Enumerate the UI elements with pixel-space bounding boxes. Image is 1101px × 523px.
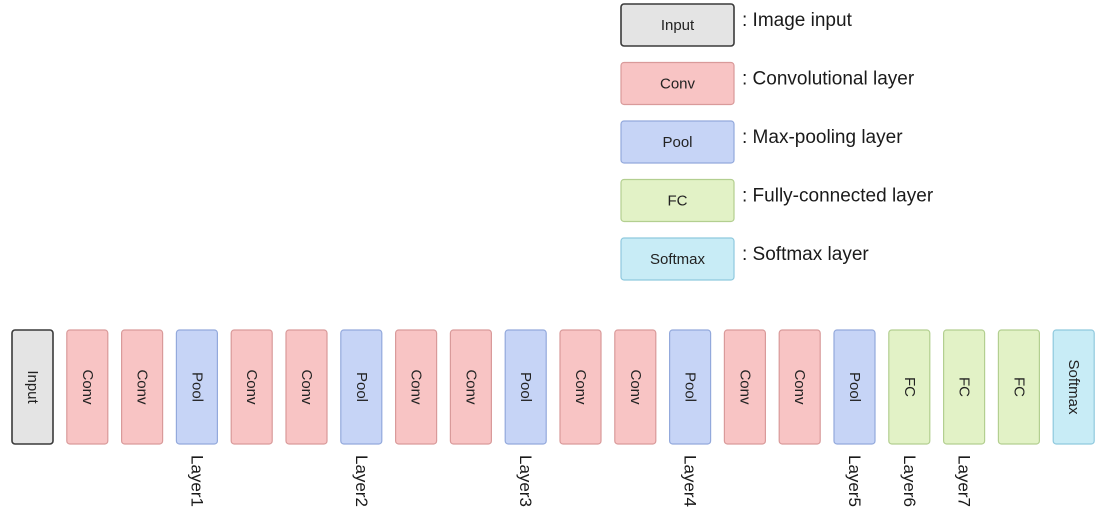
block-pool: Pool Layer5 bbox=[833, 329, 876, 507]
layer-label: Layer4 bbox=[681, 455, 700, 507]
block-label: Conv bbox=[134, 369, 151, 405]
block-conv: Conv bbox=[614, 329, 657, 445]
block-label: Input bbox=[24, 370, 41, 404]
block-label: FC bbox=[956, 377, 973, 397]
layer-label: Layer1 bbox=[187, 455, 206, 507]
block-label: Conv bbox=[408, 369, 425, 405]
legend: Input : Image input Conv : Convolutional la… bbox=[620, 3, 934, 281]
layer-label: Layer6 bbox=[900, 455, 919, 507]
legend-swatch-pool bbox=[620, 120, 735, 164]
legend-swatch-input bbox=[620, 3, 735, 47]
legend-swatch-label: Softmax bbox=[650, 251, 706, 268]
legend-item-pool: Pool : Max-pooling layer bbox=[620, 120, 903, 164]
block-label: Conv bbox=[298, 369, 315, 405]
block-label: Pool bbox=[682, 372, 699, 402]
block-conv-box bbox=[285, 329, 328, 445]
block-label: Conv bbox=[462, 369, 479, 405]
legend-item-fc: FC : Fully-connected layer bbox=[620, 178, 934, 223]
legend-swatch-fc bbox=[620, 178, 735, 223]
block-pool-box bbox=[504, 329, 547, 445]
block-softmax: Softmax bbox=[1052, 329, 1095, 445]
block-conv: Conv bbox=[285, 329, 328, 445]
block-conv: Conv bbox=[559, 329, 602, 445]
legend-swatch-label: Input bbox=[661, 17, 695, 34]
block-pool: Pool Layer3 bbox=[504, 329, 547, 507]
block-label: Softmax bbox=[1065, 359, 1082, 415]
layer-pipeline: Input Conv Conv Pool Layer1 Conv Conv Pool Layer… bbox=[11, 329, 1095, 507]
legend-swatch-label: Pool bbox=[662, 134, 692, 151]
block-conv: Conv bbox=[66, 329, 109, 445]
block-conv: Conv bbox=[449, 329, 492, 445]
legend-description: : Convolutional layer bbox=[742, 69, 915, 90]
block-fc: FC Layer7 bbox=[942, 329, 986, 507]
block-pool: Pool Layer2 bbox=[340, 329, 383, 507]
block-label: Conv bbox=[572, 369, 589, 405]
layer-label: Layer3 bbox=[516, 455, 535, 507]
legend-swatch-conv bbox=[620, 61, 735, 106]
block-conv-box bbox=[395, 329, 438, 445]
block-pool-box bbox=[340, 329, 383, 445]
legend-swatch-label: Conv bbox=[660, 76, 696, 93]
block-fc: FC Layer6 bbox=[888, 329, 931, 507]
block-pool-box bbox=[668, 329, 712, 445]
block-label: Conv bbox=[627, 369, 644, 405]
legend-item-conv: Conv : Convolutional layer bbox=[620, 61, 915, 106]
block-fc-box bbox=[888, 329, 931, 445]
block-conv-box bbox=[778, 329, 821, 445]
block-conv-box bbox=[559, 329, 602, 445]
block-conv: Conv bbox=[120, 329, 164, 445]
block-fc: FC bbox=[997, 329, 1041, 445]
block-label: Pool bbox=[188, 372, 205, 402]
block-label: Pool bbox=[846, 372, 863, 402]
block-input-box bbox=[11, 329, 54, 445]
legend-description: : Softmax layer bbox=[742, 244, 869, 265]
block-conv-box bbox=[230, 329, 273, 445]
block-conv-box bbox=[120, 329, 164, 445]
block-pool: Pool Layer4 bbox=[668, 329, 712, 507]
legend-swatch-label: FC bbox=[668, 193, 688, 210]
block-label: Conv bbox=[243, 369, 260, 405]
block-pool-box bbox=[175, 329, 218, 445]
block-conv: Conv bbox=[230, 329, 273, 445]
block-conv-box bbox=[723, 329, 767, 445]
block-fc-box bbox=[997, 329, 1041, 445]
block-pool: Pool Layer1 bbox=[175, 329, 218, 507]
block-fc-box bbox=[942, 329, 986, 445]
legend-swatch-softmax bbox=[620, 237, 735, 281]
block-label: FC bbox=[901, 377, 918, 397]
layer-label: Layer7 bbox=[955, 455, 974, 507]
block-label: FC bbox=[1010, 377, 1027, 397]
block-softmax-box bbox=[1052, 329, 1095, 445]
block-conv: Conv bbox=[778, 329, 821, 445]
legend-item-softmax: Softmax : Softmax layer bbox=[620, 237, 869, 281]
legend-description: : Fully-connected layer bbox=[742, 186, 934, 207]
legend-description: : Max-pooling layer bbox=[742, 127, 903, 148]
layer-label: Layer2 bbox=[352, 455, 371, 507]
block-input: Input bbox=[11, 329, 54, 445]
block-label: Pool bbox=[517, 372, 534, 402]
layer-label: Layer5 bbox=[845, 455, 864, 507]
block-label: Pool bbox=[353, 372, 370, 402]
block-conv: Conv bbox=[395, 329, 438, 445]
block-label: Conv bbox=[79, 369, 96, 405]
block-conv-box bbox=[614, 329, 657, 445]
block-conv: Conv bbox=[723, 329, 767, 445]
block-pool-box bbox=[833, 329, 876, 445]
block-label: Conv bbox=[791, 369, 808, 405]
block-conv-box bbox=[449, 329, 492, 445]
block-conv-box bbox=[66, 329, 109, 445]
legend-description: : Image input bbox=[742, 10, 853, 31]
legend-item-input: Input : Image input bbox=[620, 3, 853, 47]
block-label: Conv bbox=[736, 369, 753, 405]
